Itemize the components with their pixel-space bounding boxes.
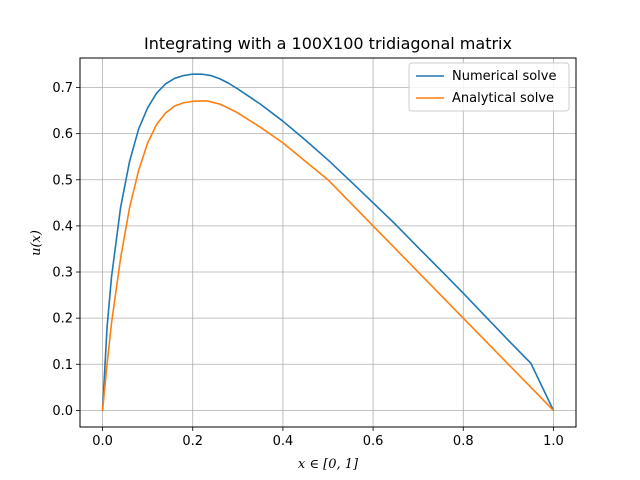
- y-tick-label: 0.0: [52, 404, 73, 419]
- y-tick-label: 0.1: [52, 358, 73, 373]
- y-tick-label: 0.5: [52, 173, 73, 188]
- x-tick-label: 0.2: [182, 434, 203, 449]
- y-tick-label: 0.7: [52, 81, 73, 96]
- x-axis-label: x ∈ [0, 1]: [298, 457, 359, 472]
- x-tick-label: 0.6: [363, 434, 384, 449]
- y-tick-label: 0.2: [52, 312, 73, 327]
- legend-label-numerical: Numerical solve: [452, 69, 556, 84]
- y-axis-label: u(x): [29, 230, 44, 256]
- y-axis: 0.0 0.1 0.2 0.3 0.4 0.5 0.6 0.7: [52, 81, 80, 419]
- series-line-numerical: [101, 73, 555, 412]
- chart-title: Integrating with a 100X100 tridiagonal m…: [144, 34, 512, 53]
- y-tick-label: 0.4: [52, 219, 73, 234]
- plot-frame: [79, 57, 577, 428]
- x-tick-label: 0.4: [273, 434, 294, 449]
- series-group: [101, 73, 555, 412]
- x-tick-label: 1.0: [543, 434, 564, 449]
- legend-label-analytical: Analytical solve: [452, 91, 554, 106]
- x-tick-label: 0.0: [92, 434, 113, 449]
- grid: [80, 58, 576, 427]
- series-line-analytical: [101, 100, 555, 412]
- x-axis: 0.0 0.2 0.4 0.6 0.8 1.0: [92, 427, 564, 449]
- x-tick-label: 0.8: [453, 434, 474, 449]
- legend-box: [408, 62, 570, 112]
- legend: Numerical solve Analytical solve: [408, 62, 570, 112]
- y-tick-label: 0.6: [52, 127, 73, 142]
- y-tick-label: 0.3: [52, 266, 73, 281]
